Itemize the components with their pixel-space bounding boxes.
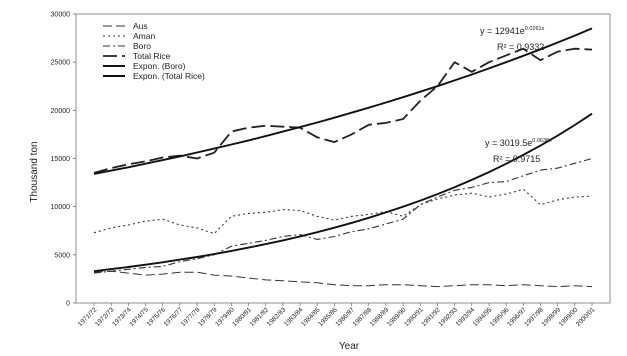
y-tick-label: 5000 <box>54 252 70 259</box>
equation-boro: y = 3019.5e0.0638x <box>485 138 552 148</box>
y-axis-title: Thousand ton <box>29 141 40 202</box>
legend-label-expon-total-rice: Expon. (Total Rice) <box>133 71 205 81</box>
legend-label-boro: Boro <box>133 41 151 51</box>
y-tick-label: 15000 <box>51 156 71 163</box>
series-line-expon-total-rice <box>93 27 593 175</box>
equation-total-rice-base: y = 12941e <box>480 26 525 36</box>
series-line-expon-boro <box>93 112 593 273</box>
series-line-aman <box>93 188 593 235</box>
y-axis: 0 5000 10000 15000 20000 25000 30000 <box>51 12 76 308</box>
y-tick-label: 10000 <box>51 204 71 211</box>
equation-boro-base: y = 3019.5e <box>485 138 532 148</box>
legend-label-aus: Aus <box>133 21 148 31</box>
series-line-aus <box>93 270 593 288</box>
legend-label-aman: Aman <box>133 31 155 41</box>
series-layer <box>93 27 593 288</box>
legend-label-total-rice: Total Rice <box>133 51 171 61</box>
r-squared-boro: R² = 0.9715 <box>493 154 540 164</box>
y-tick-label: 30000 <box>51 12 71 19</box>
trend-annotation-total-rice: y = 12941e0.0261x R² = 0.9332 <box>480 26 545 52</box>
y-tick-label: 0 <box>66 301 70 308</box>
equation-total-rice: y = 12941e0.0261x <box>480 26 545 36</box>
trend-annotation-boro: y = 3019.5e0.0638x R² = 0.9715 <box>485 138 552 164</box>
legend-label-expon-boro: Expon. (Boro) <box>133 61 186 71</box>
r-squared-total-rice: R² = 0.9332 <box>497 42 544 52</box>
series-line-total-rice <box>93 47 593 174</box>
x-axis-title: Year <box>339 341 360 351</box>
y-tick-label: 20000 <box>51 108 71 115</box>
x-axis: 1971/721972/731973/741974/751975/761976/… <box>77 303 597 328</box>
equation-total-rice-exponent: 0.0261x <box>525 26 545 32</box>
equation-boro-exponent: 0.0638x <box>532 138 552 144</box>
y-tick-label: 25000 <box>51 60 71 67</box>
